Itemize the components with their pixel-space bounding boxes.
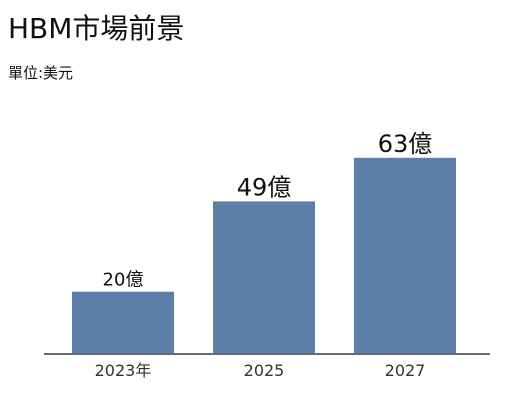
data-label-2027: 63億: [378, 130, 433, 158]
bar-2027: [354, 157, 456, 354]
x-tick-2023年: 2023年: [95, 361, 152, 380]
data-label-2025: 49億: [237, 173, 292, 201]
bar-2023年: [72, 291, 174, 354]
bar-2025: [213, 201, 315, 354]
x-tick-2025: 2025: [244, 361, 285, 380]
data-label-2023年: 20億: [103, 270, 144, 291]
chart-title: HBM市場前景: [8, 12, 184, 45]
data-label-group: 20億 49億 63億: [103, 130, 433, 291]
bar-group: [72, 157, 456, 354]
x-tick-group: 2023年 2025 2027: [95, 361, 426, 380]
x-tick-2027: 2027: [385, 361, 426, 380]
chart-subtitle: 單位:美元: [8, 64, 73, 82]
